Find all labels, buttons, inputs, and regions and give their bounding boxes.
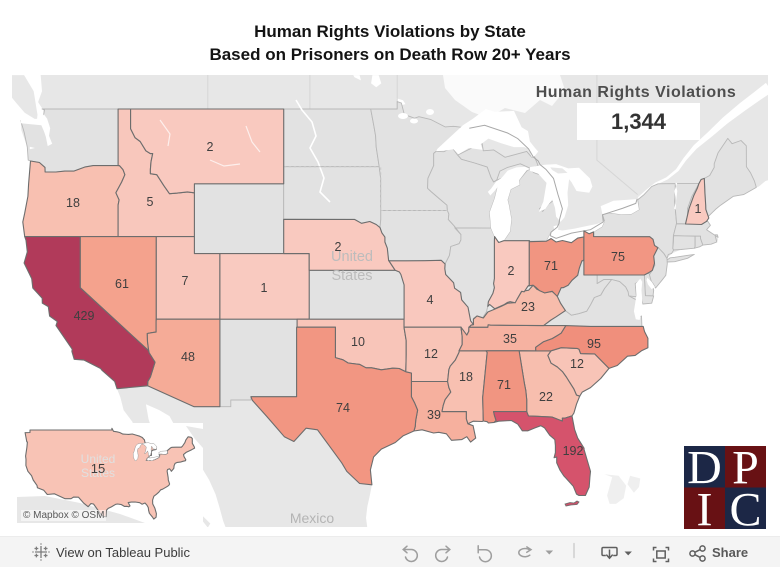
svg-text:15: 15: [91, 461, 105, 476]
svg-text:10: 10: [351, 335, 365, 349]
svg-text:71: 71: [544, 259, 558, 273]
svg-text:12: 12: [424, 347, 438, 361]
svg-text:4: 4: [427, 293, 434, 307]
svg-text:C: C: [729, 484, 761, 530]
svg-text:18: 18: [66, 196, 80, 210]
svg-text:23: 23: [521, 300, 535, 314]
svg-text:5: 5: [147, 195, 154, 209]
svg-text:74: 74: [336, 401, 350, 415]
svg-text:United: United: [81, 452, 116, 466]
svg-text:P: P: [732, 446, 759, 495]
svg-text:1: 1: [695, 202, 702, 216]
svg-text:39: 39: [427, 408, 441, 422]
svg-text:1: 1: [261, 281, 268, 295]
svg-text:75: 75: [611, 250, 625, 264]
svg-text:12: 12: [570, 357, 584, 371]
svg-text:I: I: [697, 484, 713, 530]
svg-text:Mexico: Mexico: [290, 510, 335, 526]
svg-text:2: 2: [508, 264, 515, 278]
svg-text:22: 22: [539, 390, 553, 404]
svg-text:7: 7: [182, 274, 189, 288]
svg-text:35: 35: [503, 332, 517, 346]
svg-text:61: 61: [115, 277, 129, 291]
svg-text:48: 48: [181, 350, 195, 364]
svg-text:95: 95: [587, 337, 601, 351]
svg-text:2: 2: [335, 240, 342, 254]
svg-text:2: 2: [207, 140, 214, 154]
svg-text:States: States: [331, 268, 372, 284]
svg-text:192: 192: [563, 444, 584, 458]
svg-text:429: 429: [74, 309, 95, 323]
svg-text:States: States: [81, 466, 115, 480]
svg-text:71: 71: [497, 378, 511, 392]
svg-text:18: 18: [459, 370, 473, 384]
svg-text:United: United: [331, 249, 373, 265]
svg-text:D: D: [687, 446, 722, 495]
